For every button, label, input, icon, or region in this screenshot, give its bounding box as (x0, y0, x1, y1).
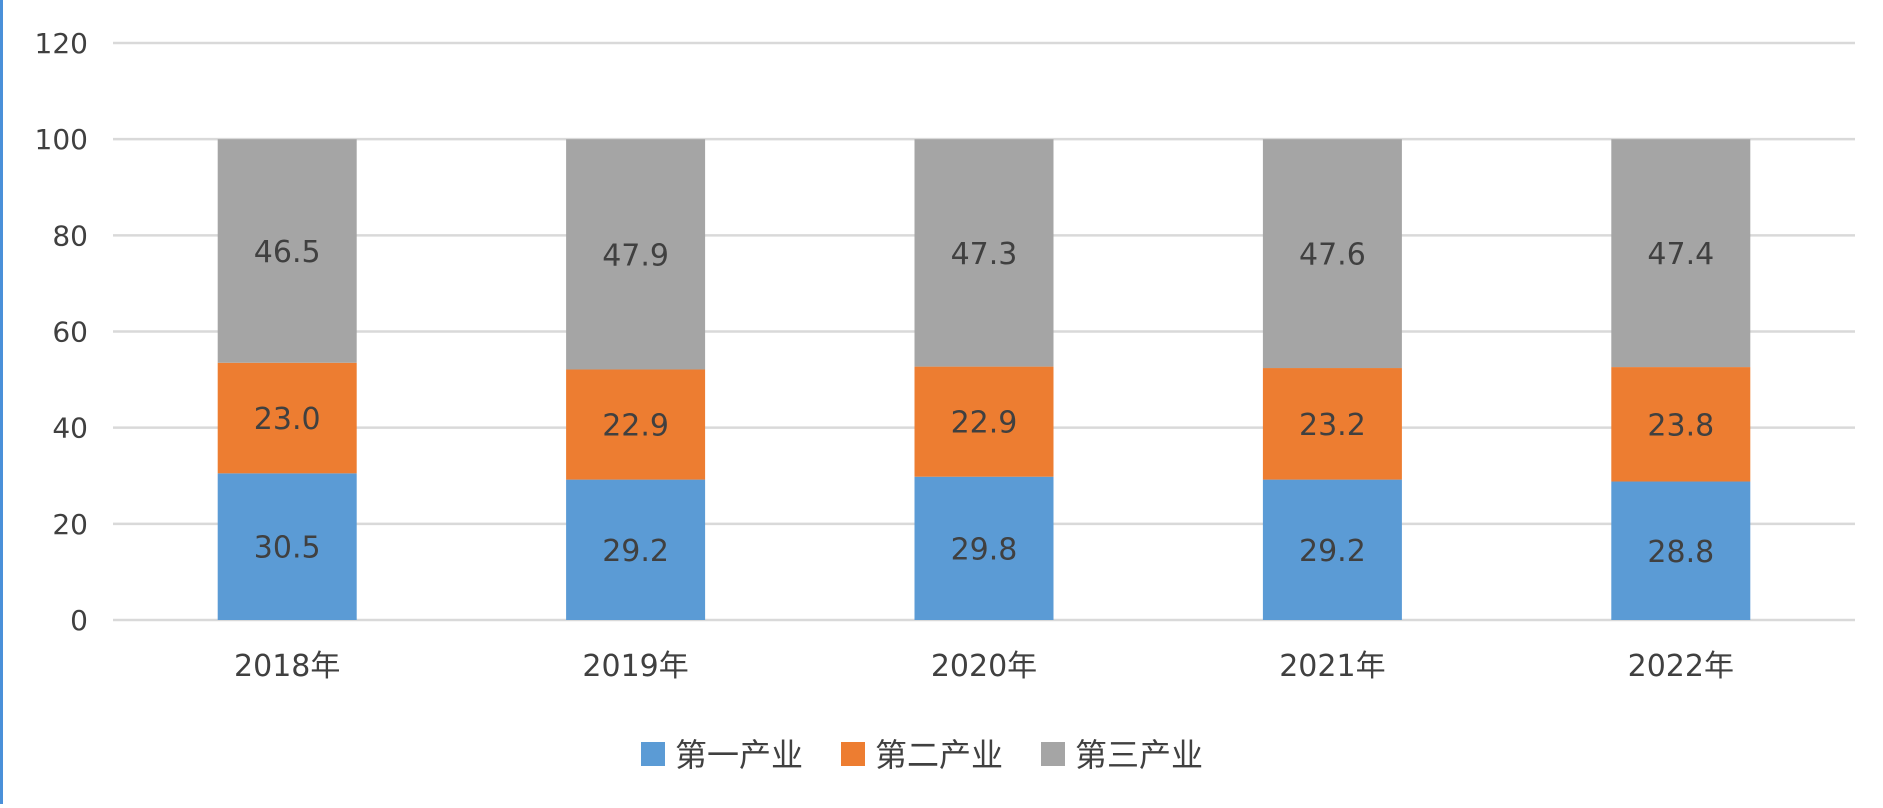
y-tick-label: 80 (52, 219, 88, 252)
data-label: 30.5 (254, 531, 321, 566)
bar-segment (217, 473, 357, 620)
data-label: 47.4 (1647, 237, 1714, 272)
bar-segment (566, 369, 706, 480)
y-tick-label: 40 (52, 412, 88, 445)
bars (217, 139, 1751, 620)
legend-label: 第三产业 (1075, 736, 1203, 774)
data-label: 22.9 (951, 406, 1018, 441)
legend-swatch (841, 742, 865, 766)
legend-label: 第一产业 (675, 736, 803, 774)
data-label: 23.0 (254, 402, 321, 437)
data-label: 47.6 (1299, 238, 1366, 273)
data-label: 29.2 (602, 534, 669, 569)
data-label: 47.3 (951, 237, 1018, 272)
bar-segment (1262, 368, 1402, 480)
y-tick-label: 120 (35, 27, 88, 60)
bar-segment (566, 479, 706, 620)
bar-segment (217, 139, 357, 363)
legend-label: 第二产业 (875, 736, 1003, 774)
legend-swatch (641, 742, 665, 766)
bar-segment (914, 366, 1054, 477)
bar-segment (217, 362, 357, 474)
left-edge-border (0, 0, 3, 804)
y-tick-label: 20 (52, 508, 88, 541)
data-label: 46.5 (254, 235, 321, 270)
data-label: 23.8 (1647, 408, 1714, 443)
bar-segment (914, 476, 1054, 620)
x-tick-label: 2021年 (1279, 649, 1385, 684)
y-tick-label: 60 (52, 316, 88, 349)
data-label: 47.9 (602, 238, 669, 273)
bar-segment (914, 139, 1054, 367)
x-tick-label: 2018年 (234, 649, 340, 684)
data-labels: 30.5 23.0 46.5 29.2 22.9 47.9 29.8 22.9 47.3 29.2… (254, 235, 1714, 570)
legend-swatch (1041, 742, 1065, 766)
x-tick-label: 2020年 (931, 649, 1037, 684)
x-tick-label: 2019年 (582, 649, 688, 684)
data-label: 23.2 (1299, 408, 1366, 443)
bar-segment (1262, 139, 1402, 369)
y-tick-label: 0 (70, 604, 88, 637)
x-axis-tick-labels: 2018年 2019年 2020年 2021年 2022年 (234, 649, 1734, 684)
y-axis-tick-labels: 0 20 40 60 80 100 120 (35, 27, 88, 637)
legend: 第一产业 第二产业 第三产业 (641, 736, 1203, 774)
bar-segment (1262, 479, 1402, 620)
data-label: 28.8 (1647, 535, 1714, 570)
bar-segment (1611, 139, 1751, 368)
data-label: 22.9 (602, 409, 669, 444)
x-tick-label: 2022年 (1628, 649, 1734, 684)
data-label: 29.8 (951, 532, 1018, 567)
bar-segment (1611, 481, 1751, 620)
bar-segment (566, 139, 706, 370)
y-tick-label: 100 (35, 123, 88, 156)
bar-segment (1611, 367, 1751, 482)
data-label: 29.2 (1299, 534, 1366, 569)
